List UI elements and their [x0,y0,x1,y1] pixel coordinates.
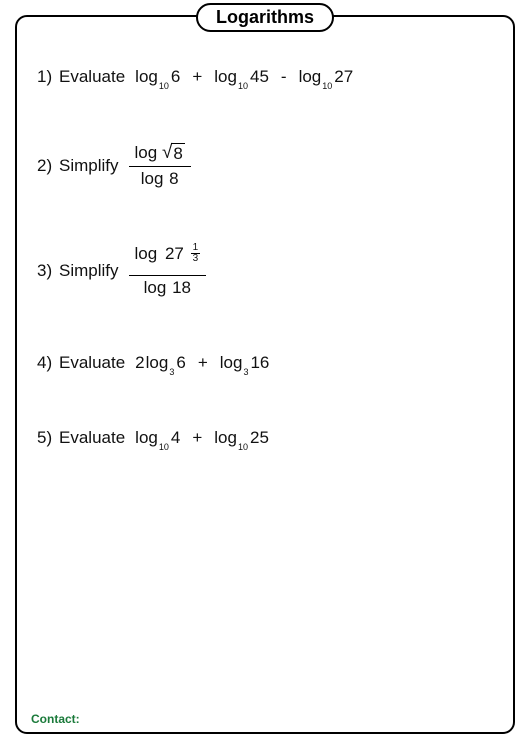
problem-number: 2) [37,156,59,176]
problem-verb: Simplify [59,261,119,281]
math-expression: log 27 1 3 log 18 [129,244,207,298]
log-term: log 3 16 [220,353,270,373]
operator: + [192,428,202,448]
problem-number: 5) [37,428,59,448]
exponent-fraction: 1 3 [191,243,201,264]
log-term: log 10 6 [135,67,180,87]
log-term: log 3 6 [146,353,186,373]
problem-verb: Evaluate [59,428,125,448]
problem-3: 3) Simplify log 27 1 3 log [37,244,493,298]
log-term: log 10 45 [214,67,269,87]
math-expression: 2 log 3 6 + log 3 16 [135,353,269,373]
contact-label: Contact: [31,712,80,726]
page-border: Logarithms 1) Evaluate log 10 6 + log 10 [15,15,515,734]
problem-verb: Evaluate [59,67,125,87]
numerator: log 27 1 3 [129,244,207,276]
numerator: log √ 8 [129,142,191,167]
problem-number: 1) [37,67,59,87]
problem-2: 2) Simplify log √ 8 log 8 [37,142,493,189]
problems-list: 1) Evaluate log 10 6 + log 10 45 - [37,67,493,448]
sqrt: √ 8 [162,142,185,164]
log-term: log 10 27 [299,67,354,87]
problem-verb: Simplify [59,156,119,176]
math-expression: log √ 8 log 8 [129,142,191,189]
log-term: log 10 4 [135,428,180,448]
denominator: log 18 [138,276,197,298]
math-expression: log 10 6 + log 10 45 - log 10 27 [135,67,353,87]
problem-1: 1) Evaluate log 10 6 + log 10 45 - [37,67,493,87]
operator: - [281,67,287,87]
problem-4: 4) Evaluate 2 log 3 6 + log 3 16 [37,353,493,373]
problem-number: 4) [37,353,59,373]
page-title: Logarithms [196,3,334,32]
operator: + [198,353,208,373]
coefficient: 2 [135,353,144,373]
denominator: log 8 [135,167,185,189]
worksheet-page: Logarithms 1) Evaluate log 10 6 + log 10 [0,0,530,749]
problem-number: 3) [37,261,59,281]
fraction: log √ 8 log 8 [129,142,191,189]
problem-verb: Evaluate [59,353,125,373]
fraction: log 27 1 3 log 18 [129,244,207,298]
math-expression: log 10 4 + log 10 25 [135,428,269,448]
log-term: log 10 25 [214,428,269,448]
operator: + [192,67,202,87]
problem-5: 5) Evaluate log 10 4 + log 10 25 [37,428,493,448]
